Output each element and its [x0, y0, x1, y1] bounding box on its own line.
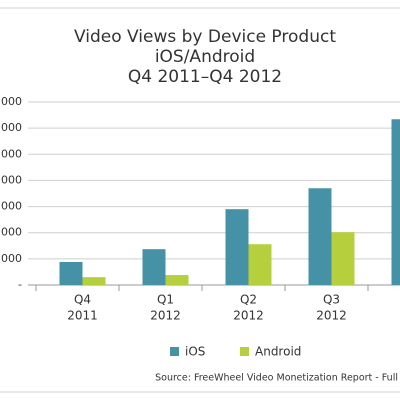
y-tick-label: 10,000 — [0, 252, 22, 265]
x-tick-label: Q1 — [157, 293, 174, 307]
y-tick-label: 60,000 — [0, 121, 22, 134]
chart-title: iOS/Android — [155, 47, 255, 67]
chart-title: Video Views by Device Product — [74, 27, 336, 47]
source-note: Source: FreeWheel Video Monetization Rep… — [155, 373, 398, 384]
bar — [225, 209, 249, 285]
y-tick-label: 30,000 — [0, 200, 22, 213]
bar — [165, 275, 189, 285]
bar — [142, 249, 166, 285]
y-tick-label: - — [18, 278, 22, 291]
bar — [308, 188, 332, 285]
y-tick-label: 40,000 — [0, 173, 22, 186]
x-tick-label: Q4 — [74, 293, 91, 307]
legend-label: iOS — [185, 345, 205, 359]
bar — [391, 119, 400, 285]
y-tick-label: 20,000 — [0, 226, 22, 239]
legend-label: Android — [255, 345, 301, 359]
x-tick-label: 2012 — [233, 309, 264, 323]
x-tick-label: Q3 — [323, 293, 340, 307]
bar — [59, 261, 83, 285]
legend-swatch — [170, 347, 179, 356]
bar — [82, 277, 106, 285]
chart-title: Q4 2011–Q4 2012 — [128, 67, 282, 87]
x-tick-label: Q2 — [240, 293, 257, 307]
bar — [331, 232, 355, 285]
frame — [0, 7, 400, 393]
y-tick-label: 50,000 — [0, 147, 22, 160]
bar — [248, 244, 272, 285]
x-tick-label: 2012 — [316, 309, 347, 323]
x-tick-label: 2012 — [150, 309, 181, 323]
y-tick-label: 70,000 — [0, 95, 22, 108]
x-tick-label: 2011 — [67, 309, 98, 323]
legend-swatch — [240, 347, 249, 356]
